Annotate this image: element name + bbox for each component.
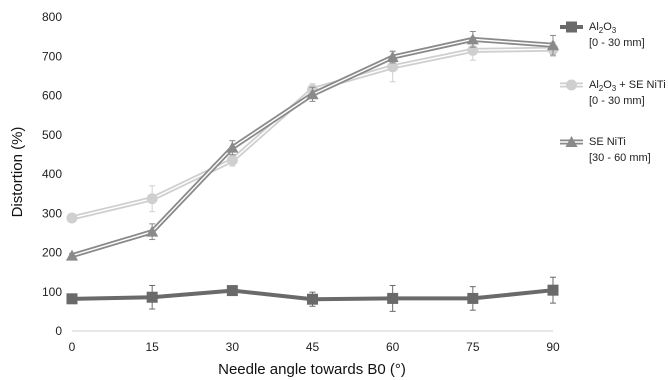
x-tick-label: 45 [306, 340, 320, 354]
data-point [65, 249, 79, 261]
legend-marker [566, 79, 577, 91]
series-1 [66, 276, 559, 312]
data-point [466, 33, 479, 45]
series-line-inner [71, 38, 554, 257]
series-line [71, 46, 554, 221]
y-tick-label: 100 [42, 285, 62, 299]
legend-range: [0 - 30 mm] [589, 37, 645, 49]
legend-label: Al2O3 + SE NiTi [589, 79, 666, 93]
legend-entry-3: SE NiTi [30 - 60 mm] [560, 135, 651, 164]
data-point [387, 292, 399, 304]
y-tick-labels: 0 100 200 300 400 500 600 700 800 [42, 10, 62, 338]
y-tick-label: 200 [42, 246, 62, 260]
x-tick-label: 15 [145, 340, 159, 354]
y-tick-label: 0 [55, 324, 62, 338]
x-axis-title: Needle angle towards B0 (°) [218, 361, 406, 378]
data-point [146, 225, 159, 237]
legend-range: [30 - 60 mm] [589, 152, 651, 164]
y-tick-label: 700 [42, 49, 62, 63]
legend-range: [0 - 30 mm] [589, 95, 645, 107]
data-point [387, 61, 399, 73]
x-tick-label: 90 [546, 340, 560, 354]
x-tick-label: 60 [386, 340, 400, 354]
legend-label: Al2O3 [589, 21, 617, 35]
data-point [146, 291, 158, 303]
legend-label: SE NiTi [589, 136, 626, 148]
series-line [71, 36, 554, 259]
legend-marker [566, 21, 577, 33]
data-point [546, 39, 560, 51]
y-tick-label: 800 [42, 10, 62, 24]
legend: Al2O3 [0 - 30 mm] Al2O3 + SE NiTi [0 - 30 m… [560, 21, 666, 164]
data-point [467, 292, 479, 304]
data-point [226, 285, 238, 297]
data-point [306, 88, 319, 100]
data-point [226, 141, 239, 153]
data-point [226, 154, 238, 166]
y-tick-label: 300 [42, 206, 62, 220]
data-point [386, 50, 399, 62]
series-layer [65, 31, 560, 312]
legend-entry-1: Al2O3 [0 - 30 mm] [560, 21, 645, 49]
data-point [66, 293, 78, 305]
x-tick-label: 30 [226, 340, 240, 354]
y-tick-label: 600 [42, 89, 62, 103]
x-tick-label: 0 [69, 340, 76, 354]
legend-entry-2: Al2O3 + SE NiTi [0 - 30 mm] [560, 79, 666, 107]
series-2 [66, 40, 559, 224]
data-point [307, 293, 318, 305]
x-tick-labels: 0 15 30 45 60 75 90 [69, 340, 560, 354]
series-line-inner [71, 48, 554, 219]
series-3 [65, 31, 560, 261]
legend-marker [565, 135, 578, 147]
y-tick-label: 500 [42, 128, 62, 142]
y-tick-label: 400 [42, 167, 62, 181]
x-tick-label: 75 [466, 340, 480, 354]
y-axis-title: Distortion (%) [9, 127, 26, 218]
data-point [146, 193, 158, 205]
data-point [547, 284, 559, 296]
data-point [66, 212, 78, 224]
